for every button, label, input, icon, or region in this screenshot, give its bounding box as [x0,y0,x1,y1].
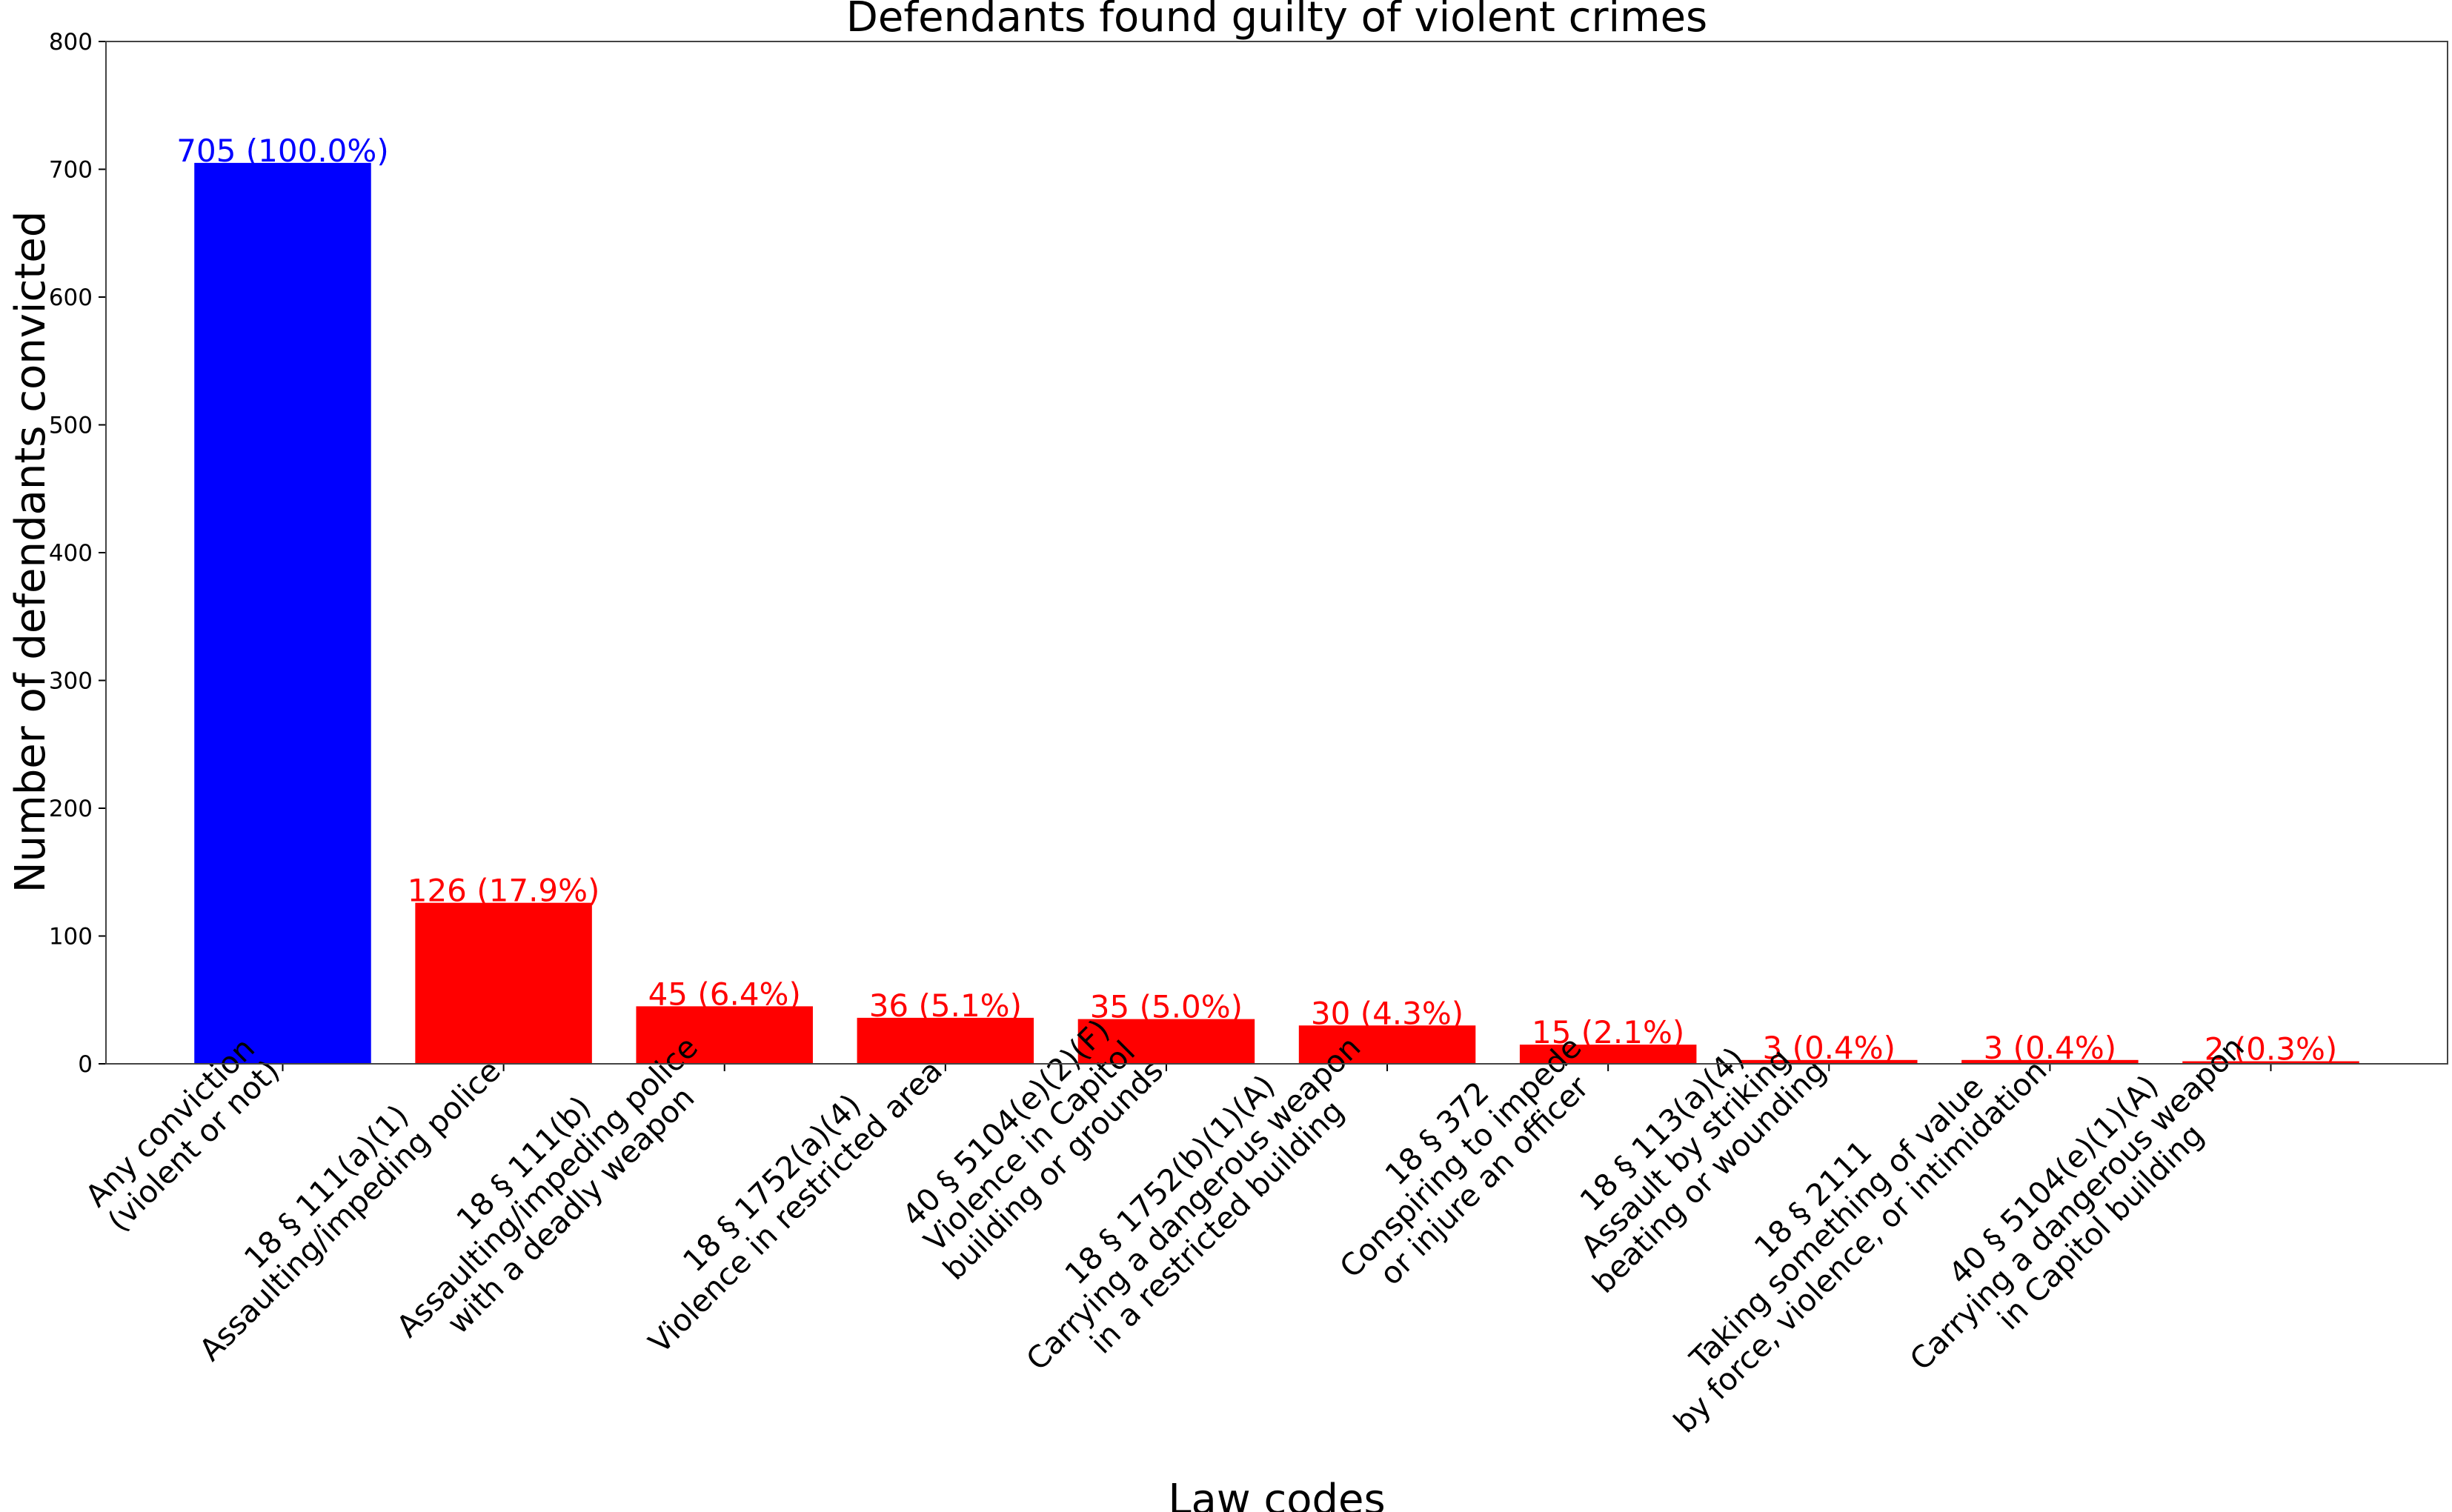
bar-data-label-9: 2 (0.3%) [2205,1031,2338,1068]
bar-8 [1961,1059,2139,1064]
bar-7 [1741,1059,1918,1064]
y-tick-label-7: 700 [49,157,93,184]
bars-layer [194,162,2359,1064]
y-tick-label-2: 200 [49,796,93,822]
bar-data-label-8: 3 (0.4%) [1984,1030,2117,1066]
bar-3 [857,1017,1034,1064]
bar-data-label-0: 705 (100.0%) [176,133,388,169]
y-tick-label-0: 0 [78,1051,93,1078]
bar-data-label-4: 35 (5.0%) [1090,989,1243,1025]
bar-data-label-2: 45 (6.4%) [648,976,801,1012]
bar-data-label-6: 15 (2.1%) [1532,1014,1684,1050]
y-tick-label-8: 800 [49,29,93,56]
bar-5 [1298,1025,1476,1064]
y-axis: 0 100 200 300 400 500 600 700 800 [49,29,106,1078]
x-tick-label-0: Any conviction(violent or not) [79,1030,287,1239]
y-tick-label-6: 600 [49,284,93,311]
x-tick-label-line: Assaulting/impeding police [390,1029,705,1344]
x-axis-label: Law codes [1168,1476,1385,1512]
chart-title: Defendants found guilty of violent crime… [846,0,1707,41]
x-axis: Any conviction(violent or not)18 § 111(a… [79,1012,2272,1440]
y-axis-label: Number of defendants convicted [7,211,55,893]
bar-0 [194,162,371,1064]
bar-data-label-7: 3 (0.4%) [1763,1030,1896,1066]
bar-data-label-5: 30 (4.3%) [1311,995,1463,1031]
y-tick-label-1: 100 [49,924,93,950]
y-tick-label-3: 300 [49,668,93,695]
plot-frame [105,41,2448,1065]
bar-1 [415,902,592,1064]
bar-data-label-1: 126 (17.9%) [408,873,600,909]
x-tick-label-line: Conspiring to impede [1333,1029,1589,1285]
bar-6 [1519,1045,1697,1064]
bar-9 [2182,1061,2359,1064]
y-tick-label-5: 500 [49,413,93,439]
y-tick-label-4: 400 [49,540,93,567]
data-labels-layer: 705 (100.0%) 126 (17.9%) 45 (6.4%) 36 (5.1%… [176,133,2337,1068]
bar-4 [1077,1019,1255,1064]
bar-2 [636,1006,813,1064]
bar-data-label-3: 36 (5.1%) [869,988,1022,1024]
